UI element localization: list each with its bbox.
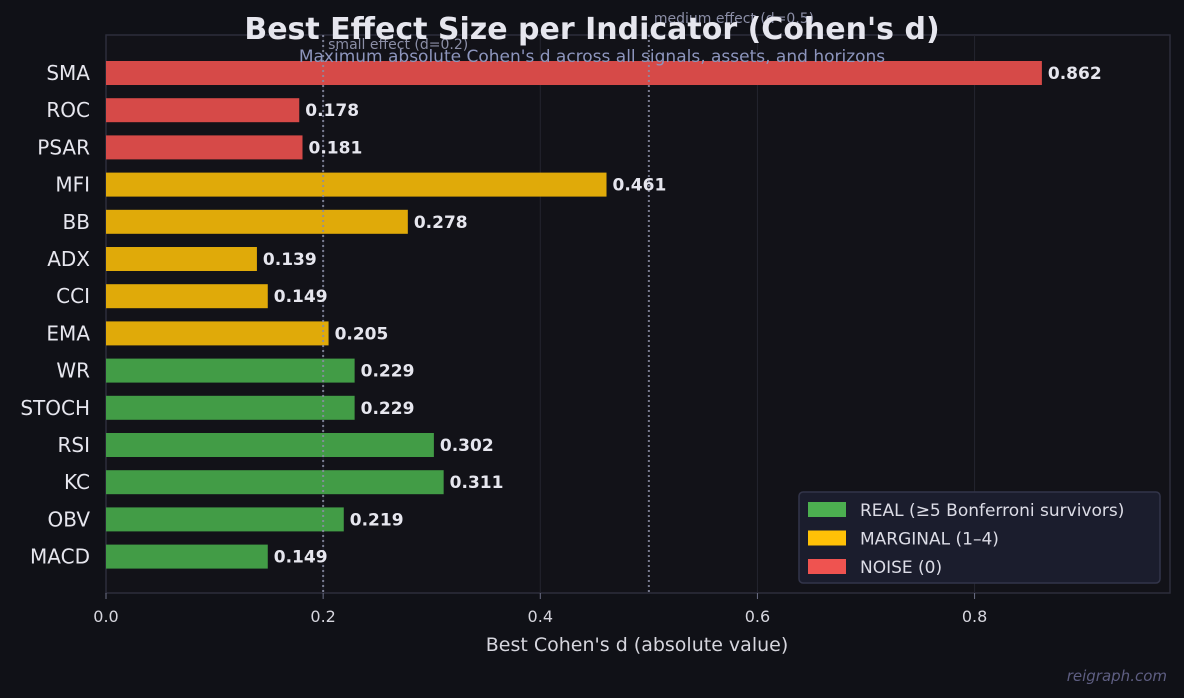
value-label-macd: 0.149 <box>274 548 328 568</box>
bar-rsi <box>106 433 434 457</box>
legend-swatch-marginal <box>808 530 846 546</box>
value-label-mfi: 0.461 <box>613 176 667 196</box>
bar-wr <box>106 358 355 383</box>
x-tick-label: 0.0 <box>93 607 118 626</box>
bar-bb <box>106 209 408 234</box>
x-tick-label: 0.2 <box>310 607 335 626</box>
category-label-adx: ADX <box>47 247 90 271</box>
category-label-stoch: STOCH <box>20 396 90 420</box>
legend-label-noise: NOISE (0) <box>860 558 942 578</box>
bar-value-labels: 0.862 0.178 0.181 0.461 0.278 0.139 0.149 0.205… <box>263 64 1102 568</box>
legend: REAL (≥5 Bonferroni survivors) MARGINAL (… <box>798 491 1161 584</box>
reference-line-label-2: medium effect (d=0.5) <box>654 11 814 27</box>
bar-kc <box>106 470 444 495</box>
category-label-obv: OBV <box>47 507 90 531</box>
value-label-ema: 0.205 <box>335 324 389 344</box>
legend-label-real: REAL (≥5 Bonferroni survivors) <box>860 501 1124 521</box>
value-label-adx: 0.139 <box>263 250 317 270</box>
category-label-roc: ROC <box>46 98 90 122</box>
category-label-kc: KC <box>64 470 90 494</box>
category-label-bb: BB <box>63 210 90 234</box>
x-axis-label: Best Cohen's d (absolute value) <box>486 634 789 656</box>
bar-sma <box>106 61 1042 85</box>
category-label-psar: PSAR <box>37 135 90 159</box>
legend-swatch-noise <box>808 559 846 574</box>
x-tick-label: 0.6 <box>745 607 770 626</box>
bar-psar <box>106 135 303 160</box>
x-tick-label: 0.8 <box>962 607 987 626</box>
category-label-wr: WR <box>56 359 90 383</box>
value-label-stoch: 0.229 <box>361 399 415 419</box>
bars <box>106 61 1042 569</box>
value-label-rsi: 0.302 <box>440 436 494 456</box>
bar-stoch <box>106 395 355 420</box>
watermark: reigraph.com <box>1067 667 1167 685</box>
chart-subtitle: Maximum absolute Cohen's d across all si… <box>299 47 885 67</box>
bar-obv <box>106 507 344 532</box>
reference-lines: small effect (d=0.2) medium effect (d=0.5… <box>322 11 814 593</box>
legend-entries: REAL (≥5 Bonferroni survivors) MARGINAL (… <box>808 501 1124 578</box>
bar-ema <box>106 321 329 346</box>
category-label-rsi: RSI <box>58 433 91 457</box>
bar-cci <box>106 284 268 309</box>
bar-mfi <box>106 172 607 197</box>
category-label-macd: MACD <box>30 545 90 569</box>
category-labels: SMA ROC PSAR MFI BB ADX CCI EMA WR STOCH RSI KC OBV M… <box>20 61 90 569</box>
value-label-kc: 0.311 <box>450 473 504 493</box>
value-label-wr: 0.229 <box>361 362 415 382</box>
value-label-cci: 0.149 <box>274 287 328 307</box>
legend-swatch-real <box>808 502 846 517</box>
value-label-roc: 0.178 <box>305 101 359 121</box>
legend-box <box>798 491 1161 584</box>
value-label-bb: 0.278 <box>414 213 468 233</box>
category-label-ema: EMA <box>46 321 90 345</box>
bar-roc <box>106 98 300 123</box>
value-label-psar: 0.181 <box>309 138 363 158</box>
reference-line-label-1: small effect (d=0.2) <box>328 37 468 53</box>
category-label-sma: SMA <box>46 61 90 85</box>
legend-label-marginal: MARGINAL (1–4) <box>860 530 999 550</box>
bar-macd <box>106 544 268 569</box>
category-label-cci: CCI <box>56 284 90 308</box>
x-tick-label: 0.4 <box>528 607 553 626</box>
category-label-mfi: MFI <box>55 173 90 197</box>
bar-adx <box>106 247 257 271</box>
value-label-sma: 0.862 <box>1048 64 1102 84</box>
value-label-obv: 0.219 <box>350 510 404 530</box>
chart-title: Best Effect Size per Indicator (Cohen's … <box>244 12 939 47</box>
x-axis-ticks: 0.0 0.2 0.4 0.6 0.8 <box>93 593 987 626</box>
